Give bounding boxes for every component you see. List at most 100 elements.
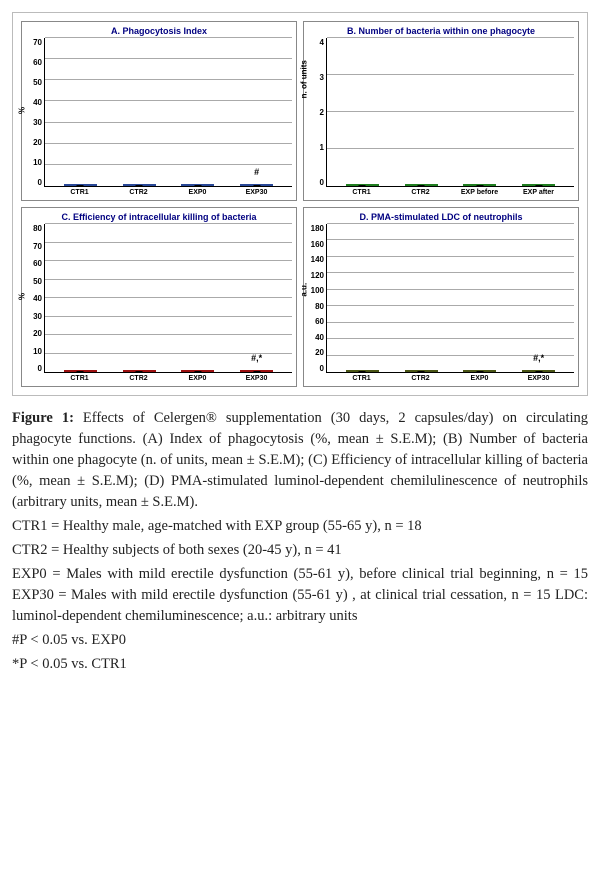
y-tick: 40: [315, 333, 324, 342]
x-label: CTR1: [56, 375, 103, 382]
x-label: CTR2: [115, 375, 162, 382]
y-tick: 4: [320, 38, 324, 47]
figure-container: A. Phagocytosis Index706050403020100%#CT…: [12, 12, 588, 396]
caption-hash: #P < 0.05 vs. EXP0: [12, 630, 588, 651]
bar: [346, 184, 379, 186]
y-tick: 40: [33, 294, 42, 303]
y-tick: 2: [320, 108, 324, 117]
y-axis: 80706050403020100: [26, 224, 44, 373]
y-axis: 706050403020100: [26, 38, 44, 187]
y-tick: 180: [311, 224, 324, 233]
y-tick: 60: [33, 259, 42, 268]
bars: [327, 38, 574, 186]
plot-area: 706050403020100%#: [26, 38, 292, 187]
bar: [463, 370, 496, 372]
bar: [463, 184, 496, 186]
bar-group: [339, 370, 386, 372]
y-tick: 40: [33, 98, 42, 107]
x-labels: CTR1CTR2EXP0EXP30: [26, 375, 292, 382]
bar: [64, 370, 97, 372]
figure-label: Figure 1:: [12, 410, 74, 426]
y-axis-label: %: [18, 106, 27, 113]
bar: [181, 184, 214, 186]
x-label: CTR2: [397, 375, 444, 382]
x-label: EXP before: [456, 189, 503, 196]
y-tick: 80: [33, 224, 42, 233]
plot-area: 43210n. of units: [308, 38, 574, 187]
y-tick: 80: [315, 302, 324, 311]
caption-ctr1: CTR1 = Healthy male, age-matched with EX…: [12, 516, 588, 537]
caption-exp: EXP0 = Males with mild erectile dysfunct…: [12, 564, 588, 627]
y-tick: 10: [33, 158, 42, 167]
x-label: CTR1: [56, 189, 103, 196]
bar: [405, 184, 438, 186]
chart-title: A. Phagocytosis Index: [26, 26, 292, 36]
y-tick: 140: [311, 255, 324, 264]
y-tick: 0: [320, 178, 324, 187]
bar-annotation: #: [254, 167, 259, 177]
y-tick: 60: [315, 317, 324, 326]
bar: [346, 370, 379, 372]
bars: #: [45, 38, 292, 186]
bar: [123, 184, 156, 186]
y-tick: 100: [311, 286, 324, 295]
bars-region: #,*: [326, 224, 574, 373]
y-axis-label: %: [18, 292, 27, 299]
x-label: CTR2: [397, 189, 444, 196]
bar: #,*: [522, 370, 555, 372]
y-tick: 0: [320, 364, 324, 373]
y-tick: 70: [33, 38, 42, 47]
bar: [405, 370, 438, 372]
y-tick: 50: [33, 277, 42, 286]
bars-region: [326, 38, 574, 187]
plot-area: 180160140120100806040200a.u.#,*: [308, 224, 574, 373]
caption-star: *P < 0.05 vs. CTR1: [12, 654, 588, 675]
x-labels: CTR1CTR2EXP beforeEXP after: [308, 189, 574, 196]
y-tick: 0: [38, 364, 42, 373]
bar: [64, 184, 97, 186]
bar-group: [456, 370, 503, 372]
bar-group: [398, 370, 445, 372]
bar-group: #,*: [515, 370, 562, 372]
x-label: EXP0: [174, 189, 221, 196]
y-axis-label: n. of units: [300, 60, 309, 98]
chart-title: C. Efficiency of intracellular killing o…: [26, 212, 292, 222]
x-label: EXP after: [515, 189, 562, 196]
bars: #,*: [327, 224, 574, 372]
bar: [123, 370, 156, 372]
y-tick: 30: [33, 118, 42, 127]
x-label: EXP30: [515, 375, 562, 382]
bar-group: #,*: [233, 370, 280, 372]
bar-annotation: #,*: [251, 353, 262, 363]
chart-D: D. PMA-stimulated LDC of neutrophils1801…: [303, 207, 579, 387]
y-axis: 180160140120100806040200: [308, 224, 326, 373]
y-tick: 20: [315, 348, 324, 357]
plot-area: 80706050403020100%#,*: [26, 224, 292, 373]
bar-group: [57, 370, 104, 372]
x-label: EXP30: [233, 375, 280, 382]
caption-main: Effects of Celergen® supplementation (30…: [12, 410, 588, 510]
bar-group: [174, 370, 221, 372]
x-label: CTR2: [115, 189, 162, 196]
y-tick: 120: [311, 271, 324, 280]
bar-group: [456, 184, 503, 186]
bar-group: [174, 184, 221, 186]
caption-ctr2: CTR2 = Healthy subjects of both sexes (2…: [12, 540, 588, 561]
bar-annotation: #,*: [533, 353, 544, 363]
bars: #,*: [45, 224, 292, 372]
y-tick: 3: [320, 73, 324, 82]
bar-group: [116, 184, 163, 186]
bar: [522, 184, 555, 186]
x-labels: CTR1CTR2EXP0EXP30: [308, 375, 574, 382]
figure-caption: Figure 1: Effects of Celergen® supplemen…: [12, 408, 588, 675]
bar-group: #: [233, 184, 280, 186]
x-labels: CTR1CTR2EXP0EXP30: [26, 189, 292, 196]
y-tick: 10: [33, 347, 42, 356]
chart-title: B. Number of bacteria within one phagocy…: [308, 26, 574, 36]
bar-group: [398, 184, 445, 186]
bar: #,*: [240, 370, 273, 372]
chart-C: C. Efficiency of intracellular killing o…: [21, 207, 297, 387]
y-tick: 1: [320, 143, 324, 152]
y-tick: 30: [33, 312, 42, 321]
x-label: CTR1: [338, 375, 385, 382]
